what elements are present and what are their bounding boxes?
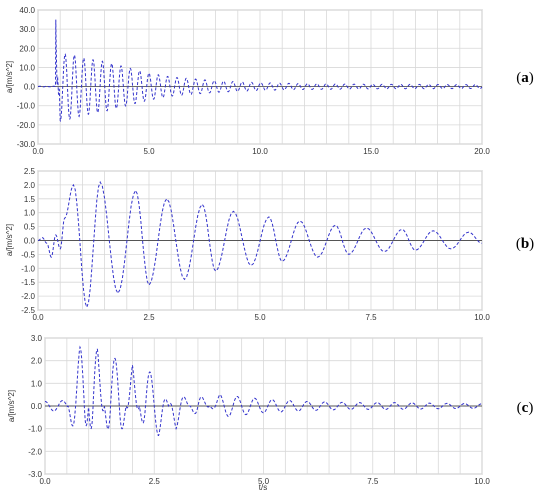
x-tick-label: 10.0 xyxy=(474,477,490,486)
y-tick-label: 1.0 xyxy=(24,209,36,218)
panel-b-y-ticks: -2.5 -2.0 -1.5 -1.0 -0.5 0.0 0.5 1.0 1.5 2.0 2.5 xyxy=(21,167,35,315)
y-tick-label: 0.0 xyxy=(24,237,36,246)
y-tick-label: -1.0 xyxy=(28,425,42,434)
panel-b-series-line xyxy=(37,180,483,309)
x-tick-label: 10.0 xyxy=(252,147,268,156)
y-tick-label: 40.0 xyxy=(19,6,35,15)
x-tick-label: 0.0 xyxy=(32,313,44,322)
panel-a-label: (a) xyxy=(516,70,534,86)
panel-c-x-ticks: 0.0 2.5 5.0 7.5 10.0 xyxy=(39,477,490,486)
x-tick-label: 7.5 xyxy=(367,477,379,486)
panel-a-series-line xyxy=(37,19,483,122)
y-tick-label: -1.5 xyxy=(21,278,35,287)
panel-c: -3.0 -2.0 -1.0 0.0 1.0 2.0 3.0 0.0 2.5 5.0 7.5 10.… xyxy=(7,334,533,492)
x-tick-label: 5.0 xyxy=(143,147,155,156)
y-tick-label: 30.0 xyxy=(19,25,35,34)
y-tick-label: -0.5 xyxy=(21,250,35,259)
y-tick-label: 0.0 xyxy=(31,402,43,411)
panel-c-x-axis-label: t/s xyxy=(259,483,267,492)
x-tick-label: 5.0 xyxy=(258,477,270,486)
panel-a: -30.0 -20.0 -10.0 0.0 10.0 20.0 30.0 40.0 0.0 5.… xyxy=(5,6,534,156)
panel-b-y-axis-label: a/[m/s^2] xyxy=(5,224,14,256)
panel-b-label: (b) xyxy=(516,236,534,252)
y-tick-label: 0.0 xyxy=(24,83,36,92)
y-tick-label: -3.0 xyxy=(28,470,42,479)
y-tick-label: 0.5 xyxy=(24,223,36,232)
x-tick-label: 2.5 xyxy=(143,313,155,322)
y-tick-label: 1.0 xyxy=(31,379,43,388)
x-tick-label: 0.0 xyxy=(32,147,44,156)
y-tick-label: 1.5 xyxy=(24,195,36,204)
x-tick-label: 7.5 xyxy=(365,313,377,322)
panel-c-series-line xyxy=(45,345,482,436)
x-tick-label: 15.0 xyxy=(363,147,379,156)
y-tick-label: -2.0 xyxy=(28,447,42,456)
y-tick-label: -30.0 xyxy=(17,140,36,149)
panel-a-x-ticks: 0.0 5.0 10.0 15.0 20.0 xyxy=(32,147,490,156)
panel-b: -2.5 -2.0 -1.5 -1.0 -0.5 0.0 0.5 1.0 1.5 2.0 2.5 0… xyxy=(5,167,534,322)
panel-a-y-axis-label: a/[m/s^2] xyxy=(5,61,14,93)
y-tick-label: 2.5 xyxy=(24,167,36,176)
y-tick-label: -1.0 xyxy=(21,264,35,273)
panel-c-label: (c) xyxy=(517,400,534,416)
panel-a-grid xyxy=(37,9,483,145)
panel-c-y-ticks: -3.0 -2.0 -1.0 0.0 1.0 2.0 3.0 xyxy=(28,334,42,479)
y-tick-label: 2.0 xyxy=(24,181,36,190)
y-tick-label: 10.0 xyxy=(19,63,35,72)
x-tick-label: 2.5 xyxy=(149,477,161,486)
x-tick-label: 5.0 xyxy=(254,313,266,322)
y-tick-label: -2.5 xyxy=(21,306,35,315)
y-tick-label: -20.0 xyxy=(17,121,36,130)
y-tick-label: -10.0 xyxy=(17,102,36,111)
panel-a-y-ticks: -30.0 -20.0 -10.0 0.0 10.0 20.0 30.0 40.0 xyxy=(17,6,36,149)
x-tick-label: 20.0 xyxy=(474,147,490,156)
panel-b-x-ticks: 0.0 2.5 5.0 7.5 10.0 xyxy=(32,313,490,322)
y-tick-label: 3.0 xyxy=(31,334,43,343)
y-tick-label: 2.0 xyxy=(31,357,43,366)
y-tick-label: -2.0 xyxy=(21,292,35,301)
x-tick-label: 0.0 xyxy=(39,477,51,486)
y-tick-label: 20.0 xyxy=(19,44,35,53)
panel-c-y-axis-label: a/[m/s^2] xyxy=(7,390,16,422)
x-tick-label: 10.0 xyxy=(474,313,490,322)
